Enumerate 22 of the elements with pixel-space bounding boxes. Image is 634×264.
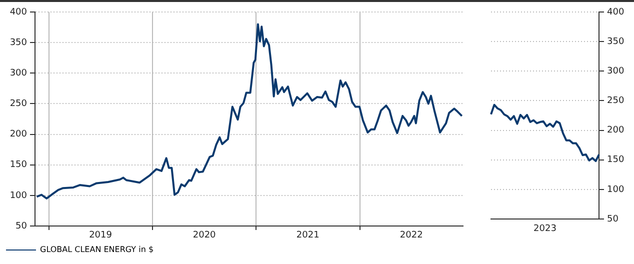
y-tick-label: 200	[607, 126, 624, 136]
y-tick-label: 400	[10, 7, 28, 18]
y-tick-label: 300	[607, 66, 624, 76]
x-tick-label: 2020	[192, 230, 216, 241]
x-tick-label: 2022	[400, 230, 423, 241]
x-tick-label: 2019	[89, 230, 112, 241]
text: 2023	[534, 224, 556, 234]
y-tick-label: 100	[10, 190, 28, 201]
legend-label: GLOBAL CLEAN ENERGY in $	[40, 245, 154, 254]
y-tick-label: 400	[607, 7, 624, 18]
x-tick-label: 2021	[296, 230, 320, 241]
y-tick-label: 100	[607, 184, 624, 195]
y-tick-label: 50	[16, 221, 28, 232]
y-tick-label: 200	[10, 130, 28, 140]
y-tick-label: 150	[10, 160, 28, 170]
y-tick-label: 150	[607, 155, 624, 166]
y-tick-label: 350	[10, 38, 28, 48]
y-tick-label: 250	[607, 96, 624, 106]
y-tick-label: 350	[607, 36, 624, 47]
y-tick-label: 300	[10, 68, 28, 78]
y-tick-label: 50	[607, 214, 619, 224]
y-tick-label: 250	[10, 99, 28, 110]
